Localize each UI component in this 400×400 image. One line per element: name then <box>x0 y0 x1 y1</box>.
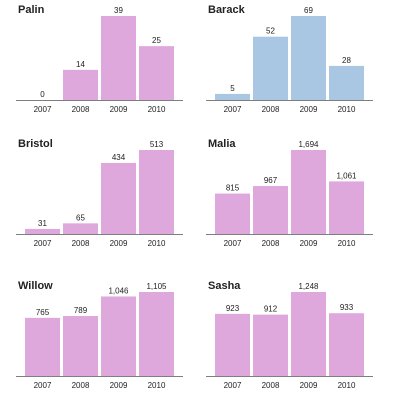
bar-2009 <box>101 162 136 234</box>
data-label: 815 <box>226 184 240 193</box>
bar-2010 <box>329 65 364 100</box>
x-tick-label: 2009 <box>300 239 318 248</box>
data-label: 967 <box>264 176 278 185</box>
x-tick-label: 2010 <box>338 239 356 248</box>
x-tick-label: 2008 <box>72 105 90 114</box>
bar-2008 <box>253 36 288 100</box>
bar-chart-malia: 815 2007 967 2008 1,694 2009 1,061 2010 <box>206 140 373 248</box>
x-tick-label: 2007 <box>34 239 52 248</box>
x-tick-label: 2007 <box>34 105 52 114</box>
data-label: 1,061 <box>336 171 357 180</box>
data-label: 1,694 <box>298 140 319 149</box>
bar-2008 <box>253 186 288 234</box>
data-label: 1,248 <box>298 282 319 291</box>
data-label: 513 <box>150 140 164 149</box>
data-label: 31 <box>38 219 47 228</box>
bar-chart-palin: 0 2007 14 2008 39 2009 25 2010 <box>16 6 183 114</box>
panel-title: Sasha <box>208 280 241 292</box>
data-label: 0 <box>40 90 45 99</box>
bar-2008 <box>63 223 98 234</box>
x-tick-label: 2010 <box>338 381 356 390</box>
x-tick-label: 2007 <box>224 239 242 248</box>
bar-2007 <box>215 93 250 100</box>
x-tick-label: 2008 <box>72 381 90 390</box>
x-tick-label: 2007 <box>34 381 52 390</box>
bar-chart-willow: 765 2007 789 2008 1,046 2009 1,105 2010 <box>16 282 183 390</box>
bar-2010 <box>139 292 174 376</box>
bar-2008 <box>63 69 98 100</box>
x-tick-label: 2007 <box>224 381 242 390</box>
data-label: 765 <box>36 308 50 317</box>
bar-2007 <box>25 317 60 376</box>
x-tick-label: 2010 <box>338 105 356 114</box>
x-tick-label: 2009 <box>110 105 128 114</box>
bar-chart-sasha: 923 2007 912 2008 1,248 2009 933 2010 <box>206 282 373 390</box>
panel-barack: Barack 5 2007 52 2008 69 2009 28 2010 <box>206 4 386 119</box>
x-tick-label: 2009 <box>110 239 128 248</box>
x-tick-label: 2009 <box>300 381 318 390</box>
bar-2010 <box>329 181 364 234</box>
panel-title: Bristol <box>18 138 53 150</box>
data-label: 434 <box>112 153 126 162</box>
panel-sasha: Sasha 923 2007 912 2008 1,248 2009 933 2010 <box>206 280 386 395</box>
x-tick-label: 2007 <box>224 105 242 114</box>
bar-2007 <box>25 228 60 234</box>
panel-title: Barack <box>208 4 245 16</box>
bar-2010 <box>139 150 174 234</box>
bar-2009 <box>291 292 326 376</box>
data-label: 28 <box>342 56 351 65</box>
bar-2010 <box>329 313 364 376</box>
data-label: 1,046 <box>108 286 129 295</box>
x-tick-label: 2009 <box>300 105 318 114</box>
panel-willow: Willow 765 2007 789 2008 1,046 2009 1,105 2010 <box>16 280 196 395</box>
data-label: 39 <box>114 6 123 15</box>
data-label: 14 <box>76 60 85 69</box>
x-tick-label: 2008 <box>262 239 280 248</box>
bar-2007 <box>215 313 250 376</box>
data-label: 1,105 <box>146 282 167 291</box>
data-label: 65 <box>76 213 85 222</box>
bar-2009 <box>291 150 326 234</box>
bar-chart-barack: 5 2007 52 2008 69 2009 28 2010 <box>206 6 373 114</box>
x-tick-label: 2008 <box>262 105 280 114</box>
panel-title: Palin <box>18 4 45 16</box>
x-tick-label: 2010 <box>148 381 166 390</box>
bar-2008 <box>253 314 288 376</box>
panel-title: Willow <box>18 280 53 292</box>
data-label: 25 <box>152 36 161 45</box>
bar-2009 <box>291 16 326 100</box>
data-label: 52 <box>266 27 275 36</box>
x-tick-label: 2009 <box>110 381 128 390</box>
data-label: 69 <box>304 6 313 15</box>
panel-title: Malia <box>208 138 236 150</box>
panel-bristol: Bristol 31 2007 65 2008 434 2009 513 2010 <box>16 138 196 253</box>
data-label: 912 <box>264 305 278 314</box>
data-label: 5 <box>230 84 235 93</box>
x-tick-label: 2008 <box>72 239 90 248</box>
bar-2009 <box>101 296 136 376</box>
data-label: 933 <box>340 303 354 312</box>
data-label: 923 <box>226 304 240 313</box>
bar-chart-bristol: 31 2007 65 2008 434 2009 513 2010 <box>16 140 183 248</box>
bar-2010 <box>139 46 174 100</box>
x-tick-label: 2010 <box>148 105 166 114</box>
x-tick-label: 2008 <box>262 381 280 390</box>
data-label: 789 <box>74 306 88 315</box>
x-tick-label: 2010 <box>148 239 166 248</box>
panel-palin: Palin 0 2007 14 2008 39 2009 25 2010 <box>16 4 196 119</box>
bar-2009 <box>101 16 136 100</box>
bar-2008 <box>63 316 98 376</box>
panel-malia: Malia 815 2007 967 2008 1,694 2009 1,061 2010 <box>206 138 386 253</box>
bar-2007 <box>215 193 250 234</box>
